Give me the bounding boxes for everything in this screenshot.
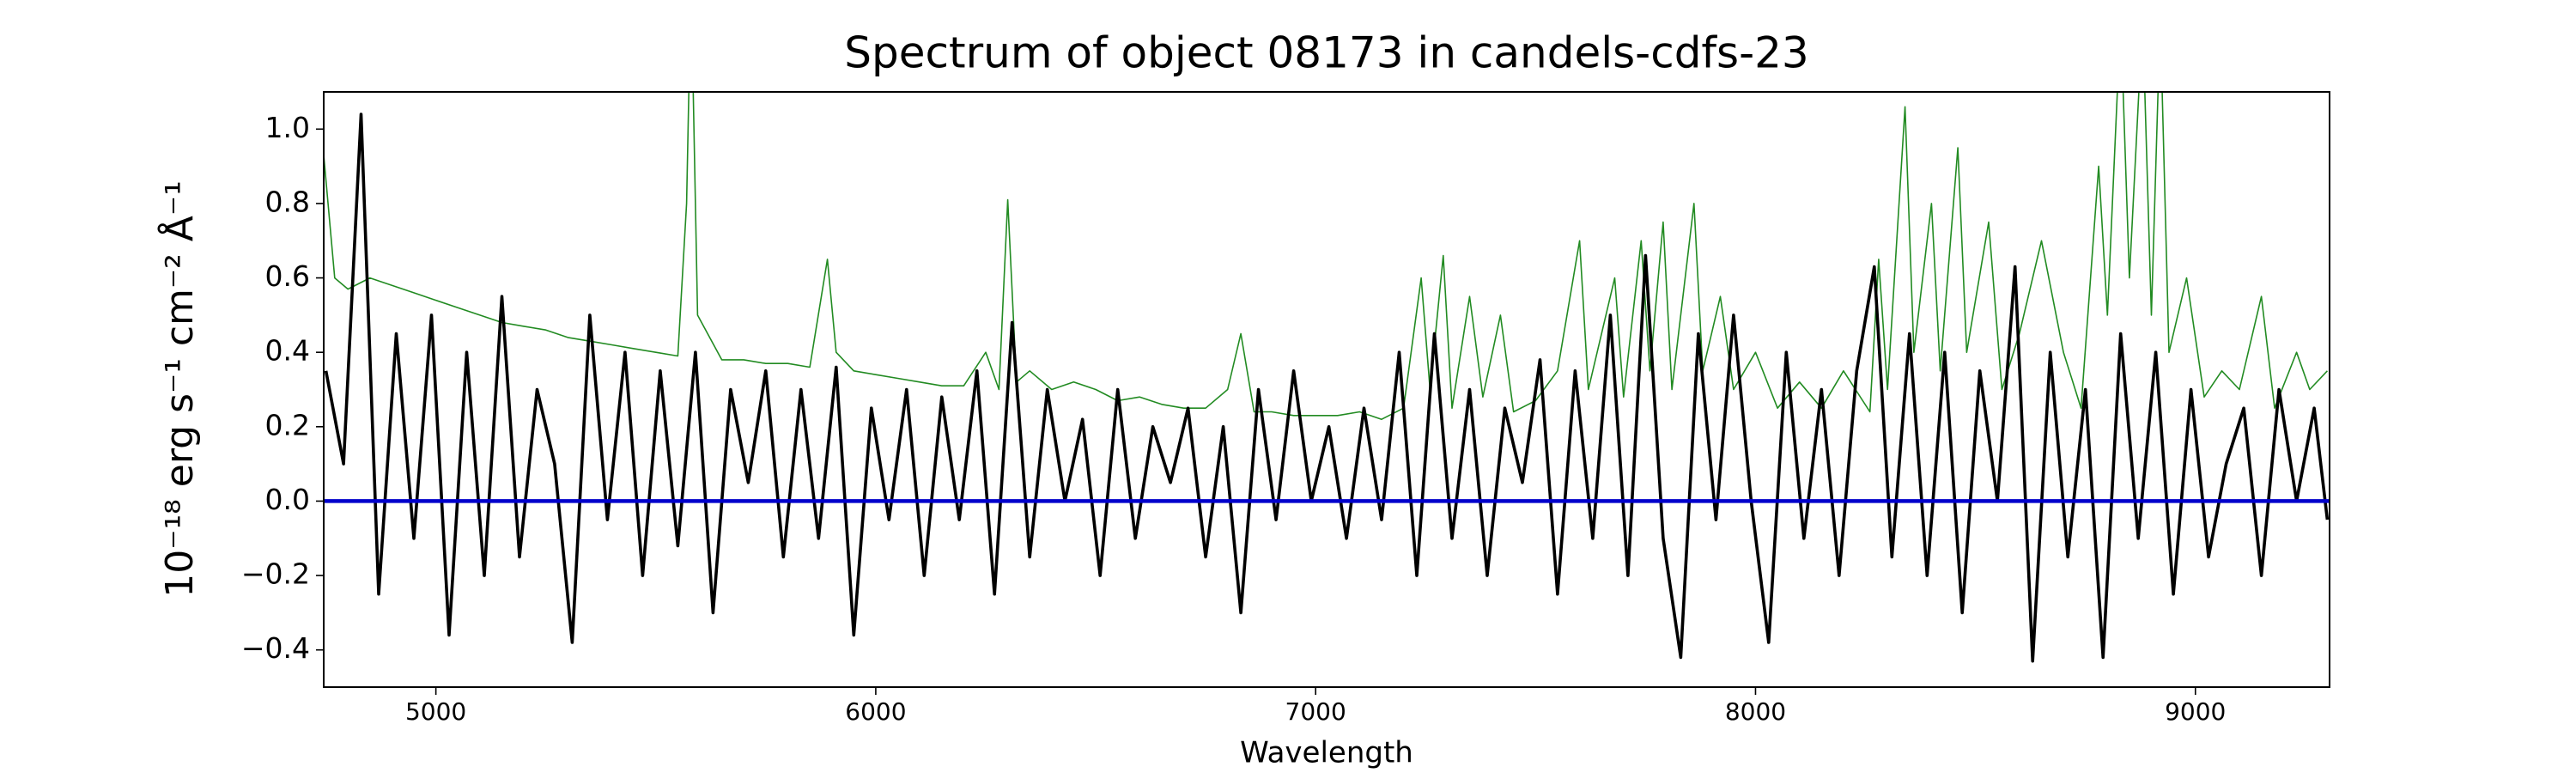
y-tick-label: 0.0 [265, 483, 310, 516]
spectrum-line [324, 113, 2330, 663]
x-axis-label: Wavelength [1240, 736, 1413, 770]
plot-area [324, 92, 2330, 663]
y-tick-label: 0.2 [265, 408, 310, 441]
chart-title: Spectrum of object 08173 in candels-cdfs… [844, 28, 1809, 78]
y-tick-label: 1.0 [265, 111, 310, 144]
y-tick-label: −0.2 [241, 557, 310, 591]
y-axis-label: 10⁻¹⁸ erg s⁻¹ cm⁻² Å⁻¹ [156, 180, 202, 597]
x-tick-label: 8000 [1725, 697, 1786, 726]
y-tick-label: 0.8 [265, 185, 310, 218]
axes-frame [323, 91, 2330, 688]
x-tick-label: 5000 [405, 697, 466, 726]
spectrum-line [324, 92, 2328, 420]
x-tick-label: 9000 [2165, 697, 2226, 726]
x-tick-label: 7000 [1285, 697, 1346, 726]
y-tick-label: 0.6 [265, 259, 310, 293]
y-tick-label: 0.4 [265, 334, 310, 368]
y-tick-label: −0.4 [241, 631, 310, 665]
x-tick-label: 6000 [845, 697, 906, 726]
